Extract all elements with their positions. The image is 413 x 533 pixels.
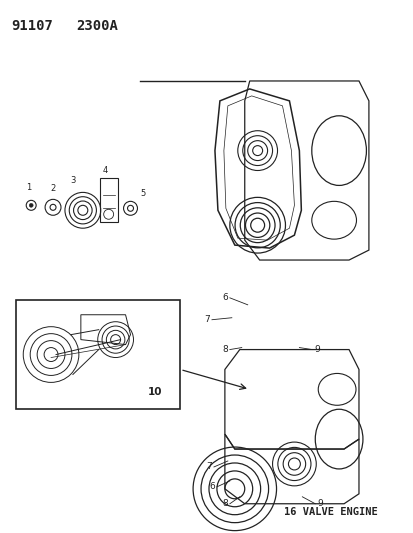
Text: 6: 6 [221, 293, 227, 302]
Text: 7: 7 [204, 315, 209, 324]
Text: 2300A: 2300A [76, 19, 117, 33]
Text: 8: 8 [221, 345, 227, 354]
Text: 2: 2 [50, 184, 55, 193]
Text: 5: 5 [140, 189, 145, 198]
Text: 8: 8 [221, 499, 227, 508]
Text: 9: 9 [316, 499, 322, 508]
Text: 91107: 91107 [11, 19, 53, 33]
Text: 7: 7 [206, 463, 211, 472]
Text: 9: 9 [313, 345, 319, 354]
Circle shape [29, 203, 33, 207]
Text: 6: 6 [209, 482, 214, 491]
Bar [16, 300, 180, 409]
Text: 16 VALVE ENGINE: 16 VALVE ENGINE [284, 507, 377, 516]
Text: 3: 3 [70, 176, 76, 185]
Text: 1: 1 [26, 183, 32, 192]
Text: 4: 4 [103, 166, 108, 175]
Text: 10: 10 [148, 387, 162, 397]
